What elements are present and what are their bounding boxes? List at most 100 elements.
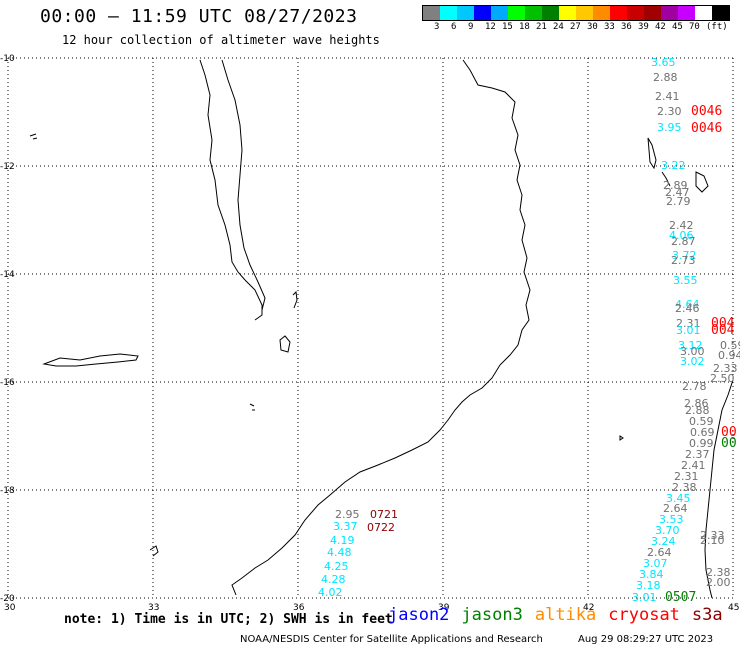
swh-value: 2.41	[655, 90, 680, 103]
y-tick: -10	[0, 54, 15, 64]
swh-value: 3.22	[661, 159, 686, 172]
pass-time: 00	[721, 436, 737, 451]
swh-value: 3.01	[632, 591, 657, 604]
swh-value: 4.48	[327, 546, 352, 559]
y-tick: -12	[0, 162, 15, 172]
satellite-s3a: s3a	[691, 605, 723, 625]
swh-value: 2.73	[671, 254, 696, 267]
swh-value: 2.88	[685, 404, 710, 417]
swh-value: 3.00	[680, 345, 705, 358]
satellite-jason2: jason2	[388, 605, 450, 625]
swh-value: 2.00	[706, 576, 731, 589]
swh-value: 3.02	[680, 355, 705, 368]
x-tick: 45	[728, 603, 739, 613]
swh-value: 4.06	[669, 229, 694, 242]
swh-value: 2.41	[681, 459, 706, 472]
satellite-cryosat: cryosat	[608, 605, 680, 625]
swh-value: 2.38	[672, 481, 697, 494]
pass-time: 0046	[691, 104, 722, 119]
map-grid	[7, 57, 734, 599]
swh-value: 3.07	[643, 557, 668, 570]
legend-swatch	[661, 6, 678, 20]
swh-value: 4.64	[675, 298, 700, 311]
legend-label: 45	[672, 22, 683, 32]
legend-swatch	[423, 6, 440, 20]
swh-value: 2.42	[669, 219, 694, 232]
legend-label: 39	[638, 22, 649, 32]
legend-swatch	[576, 6, 593, 20]
legend-swatch	[695, 6, 712, 20]
legend-label: 30	[587, 22, 598, 32]
y-tick: -20	[0, 594, 15, 604]
swh-value: 3.72	[672, 249, 697, 262]
pass-time: 0722	[367, 521, 395, 534]
legend-label: 33	[604, 22, 615, 32]
y-tick: -18	[0, 486, 15, 496]
swh-value: 4.28	[321, 573, 346, 586]
swh-value: 2.64	[663, 502, 688, 515]
legend-label: 3	[434, 22, 440, 32]
map-title: 00:00 — 11:59 UTC 08/27/2023	[40, 6, 358, 27]
x-tick: 36	[293, 603, 305, 613]
x-tick: 33	[148, 603, 159, 613]
footer-timestamp: Aug 29 08:29:27 UTC 2023	[578, 634, 714, 645]
swh-value: 0.99	[689, 437, 714, 450]
pass-time: 0046	[691, 121, 722, 136]
swh-value: 3.95	[657, 121, 682, 134]
legend-label: 36	[621, 22, 632, 32]
x-tick: 42	[583, 603, 594, 613]
legend-swatch	[474, 6, 491, 20]
y-tick: -16	[0, 378, 15, 388]
legend-swatch	[712, 6, 729, 20]
swh-value: 3.12	[678, 339, 703, 352]
swh-value: 2.47	[665, 186, 690, 199]
swh-value: 3.01	[676, 324, 701, 337]
swh-value: 2.33	[713, 362, 738, 375]
swh-value: 2.87	[671, 235, 696, 248]
swh-value: 4.02	[318, 586, 343, 599]
swh-value: 2.46	[675, 302, 700, 315]
swh-value: 3.37	[333, 520, 358, 533]
swh-value: 0.59	[689, 415, 714, 428]
satellite-altika: altika	[534, 605, 597, 625]
legend-swatch	[525, 6, 542, 20]
swh-value: 2.37	[685, 448, 710, 461]
swh-value: 2.89	[663, 179, 688, 192]
legend-swatch	[678, 6, 695, 20]
legend-label: 21	[536, 22, 547, 32]
pass-time: 004	[711, 323, 735, 338]
swh-value: 2.31	[676, 317, 701, 330]
legend-swatch	[542, 6, 559, 20]
east-altimeter-track: 3.65 2.88 2.41 2.30 3.95 3.22 2.892.472.79 2.42…	[632, 56, 740, 605]
pass-time: 0721	[370, 508, 398, 521]
swh-value: 0.69	[690, 426, 715, 439]
swh-value: 2.64	[647, 546, 672, 559]
legend-label: 42	[655, 22, 666, 32]
legend-label: 9	[468, 22, 474, 32]
swh-value: 2.38	[706, 566, 731, 579]
swh-value: 3.84	[639, 568, 664, 581]
pass-time: 0507	[665, 590, 696, 605]
legend-swatch	[644, 6, 661, 20]
legend-swatch	[457, 6, 474, 20]
legend-label: 12	[485, 22, 496, 32]
legend-label: 6	[451, 22, 457, 32]
color-legend-labels: 3 6 9 12 15 18 21 24 27 30 33 36 39 42 45 70 (ft)	[422, 22, 740, 33]
swh-value: 0.94	[718, 349, 740, 362]
satellite-legend: jason2 jason3 altika cryosat s3a	[388, 605, 735, 625]
legend-swatch	[508, 6, 525, 20]
swh-value: 2.86	[684, 397, 709, 410]
footer-credit: NOAA/NESDIS Center for Satellite Applica…	[240, 634, 543, 645]
map-subtitle: 12 hour collection of altimeter wave hei…	[62, 33, 380, 47]
legend-swatch	[559, 6, 576, 20]
swh-value: 2.30	[657, 105, 682, 118]
swh-value: 3.18	[636, 579, 661, 592]
swh-value: 2.88	[653, 71, 678, 84]
pass-time: 00	[721, 425, 737, 440]
swh-value: 2.10	[700, 534, 725, 547]
swh-value: 2.31	[674, 470, 699, 483]
x-tick: 39	[438, 603, 450, 613]
swh-value: 2.33	[700, 529, 725, 542]
